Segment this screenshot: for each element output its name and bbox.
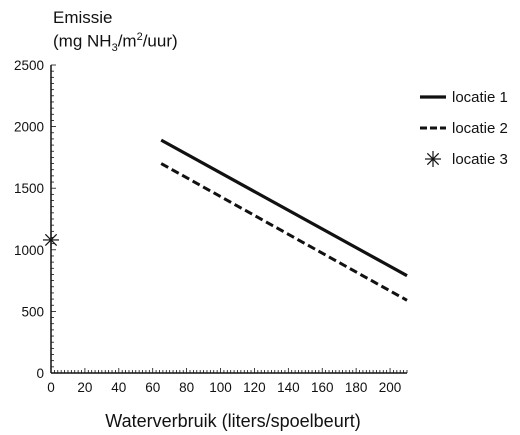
- legend-asterisk-icon: [425, 151, 441, 167]
- y-tick-label: 2000: [14, 120, 44, 135]
- x-tick-label: 180: [345, 380, 368, 395]
- series-2-line: [160, 162, 408, 302]
- series-3-asterisk-marker: [43, 231, 59, 248]
- x-tick-label: 40: [111, 380, 126, 395]
- legend-label-1: locatie 1: [452, 89, 508, 106]
- x-tick-label: 20: [77, 380, 92, 395]
- x-tick-label: 200: [379, 380, 402, 395]
- y-tick-label: 1000: [14, 243, 44, 258]
- ylabel-middle: /m: [117, 31, 137, 51]
- ylabel-prefix: (mg NH: [53, 31, 112, 51]
- y-axis-label-line-2: (mg NH3/m2/uur): [53, 31, 178, 54]
- x-tick-label: 0: [47, 380, 55, 395]
- y-tick-label: 500: [21, 304, 44, 319]
- ylabel-subscript: 3: [111, 42, 118, 55]
- series-1-line: [160, 138, 408, 278]
- x-tick-label: 60: [145, 380, 160, 395]
- x-axis-label: Waterverbruik (liters/spoelbeurt): [105, 411, 360, 431]
- y-axis-label-line-1: Emissie: [53, 8, 113, 27]
- y-tick-label: 2500: [14, 58, 44, 73]
- ylabel-superscript: 2: [136, 31, 143, 43]
- series-layer: [43, 138, 408, 302]
- x-tick-label: 140: [277, 380, 300, 395]
- x-tick-label: 160: [311, 380, 334, 395]
- ylabel-suffix: /uur): [142, 31, 178, 51]
- legend-label-3: locatie 3: [452, 151, 508, 168]
- x-tick-label: 120: [243, 380, 266, 395]
- x-tick-label: 80: [179, 380, 194, 395]
- legend: locatie 1 locatie 2 locatie 3: [420, 89, 508, 168]
- x-tick-label: 100: [209, 380, 232, 395]
- axes: [50, 65, 407, 374]
- y-tick-label: 1500: [14, 181, 44, 196]
- legend-label-2: locatie 2: [452, 120, 508, 137]
- ticks: 0 20 40 60 80 100 120 140 160 180 2000500100015002…: [14, 58, 408, 395]
- y-tick-label: 0: [36, 366, 44, 381]
